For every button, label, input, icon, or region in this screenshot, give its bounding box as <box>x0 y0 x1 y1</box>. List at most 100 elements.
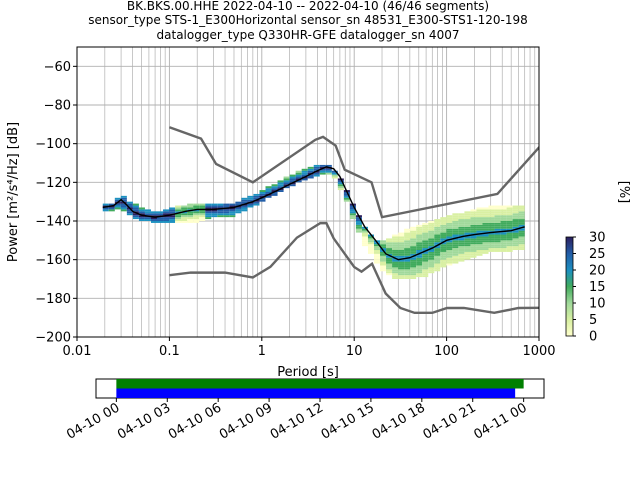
ppsd-cell <box>428 230 435 233</box>
ppsd-cell <box>193 221 200 223</box>
ppsd-cell <box>181 209 188 212</box>
ppsd-cell <box>422 255 429 258</box>
ppsd-cell <box>494 213 501 216</box>
ppsd-cell <box>470 226 477 229</box>
ppsd-cell <box>229 205 236 208</box>
ppsd-cell <box>199 205 206 208</box>
ppsd-cell <box>500 240 507 243</box>
ppsd-cell <box>193 209 200 212</box>
ppsd-cell <box>416 242 423 245</box>
ppsd-cell <box>367 248 374 250</box>
ppsd-cell <box>235 207 242 210</box>
ppsd-cell <box>494 219 501 221</box>
ppsd-cell <box>434 224 441 227</box>
ppsd-cell <box>392 255 399 258</box>
ppsd-cell <box>271 193 278 196</box>
ppsd-cell <box>241 199 248 202</box>
ppsd-cell <box>500 222 507 225</box>
y-axis-label: Power [m²/s⁴/Hz] [dB] <box>6 122 21 262</box>
ppsd-cell <box>301 174 308 177</box>
ppsd-cell <box>169 217 176 220</box>
ppsd-cell <box>428 269 435 272</box>
ppsd-cell <box>494 228 501 231</box>
ppsd-cell <box>512 205 519 208</box>
ppsd-cell <box>518 221 525 223</box>
ppsd-cell <box>410 230 417 233</box>
ppsd-cell <box>150 213 158 216</box>
ppsd-cell <box>434 263 441 266</box>
ppsd-cell <box>422 261 429 264</box>
ppsd-cell <box>500 250 507 252</box>
ppsd-cell <box>470 209 477 212</box>
ppsd-cell <box>211 209 218 212</box>
ppsd-cell <box>452 230 459 233</box>
ppsd-cell <box>398 240 405 243</box>
ppsd-cell <box>464 244 471 247</box>
ppsd-cell <box>398 261 405 264</box>
ppsd-cell <box>404 244 411 247</box>
ppsd-cell <box>440 219 447 221</box>
ppsd-cell <box>319 170 326 173</box>
ppsd-cell <box>392 234 399 237</box>
ppsd-cell <box>488 215 495 218</box>
ppsd-cell <box>464 217 471 220</box>
ppsd-cell <box>132 217 139 220</box>
ppsd-cell <box>488 219 495 221</box>
ppsd-cell <box>428 257 435 260</box>
ppsd-cell <box>440 259 447 262</box>
ppsd-cell <box>199 219 206 221</box>
ppsd-cell <box>205 217 212 220</box>
ppsd-cell <box>295 176 302 179</box>
ppsd-cell <box>476 246 483 249</box>
ppsd-cell <box>506 232 513 235</box>
ppsd-cell <box>253 193 260 196</box>
ppsd-cell <box>422 240 429 243</box>
ppsd-cell <box>482 224 489 227</box>
ppsd-cell <box>434 261 441 264</box>
ppsd-cell <box>349 217 356 220</box>
ppsd-cell <box>494 224 501 227</box>
ppsd-cell <box>343 195 350 198</box>
ppsd-cell <box>150 217 158 220</box>
mode-line <box>102 166 525 261</box>
ppsd-cell <box>488 230 495 233</box>
ppsd-cell <box>488 228 495 231</box>
ppsd-cell <box>386 257 393 260</box>
ppsd-cell <box>518 211 525 214</box>
ppsd-cell <box>446 248 453 250</box>
ppsd-cell <box>404 271 411 274</box>
ppsd-cell <box>476 230 483 233</box>
ppsd-cell <box>476 242 483 245</box>
ppsd-cell <box>331 172 338 175</box>
ppsd-cell <box>476 251 483 254</box>
ppsd-cell <box>464 230 471 233</box>
ppsd-cell <box>199 213 206 216</box>
ppsd-cell <box>470 230 477 233</box>
ppsd-cell <box>506 219 513 221</box>
ppsd-cell <box>512 238 519 241</box>
ppsd-cell <box>458 215 465 218</box>
ppsd-cell <box>175 211 182 214</box>
ppsd-cell <box>440 253 447 256</box>
ppsd-cell <box>518 207 525 210</box>
ppsd-cell <box>175 221 182 223</box>
ppsd-cell <box>404 230 411 233</box>
ppsd-cell <box>470 211 477 214</box>
ppsd-cell <box>422 232 429 235</box>
ppsd-cell <box>482 228 489 231</box>
ppsd-cell <box>404 242 411 245</box>
ppsd-cell <box>398 259 405 262</box>
colorbar-tick-label: 20 <box>589 264 606 279</box>
ppsd-cell <box>247 197 254 200</box>
ppsd-cell <box>132 209 139 212</box>
ppsd-cell <box>500 244 507 247</box>
ppsd-cell <box>404 267 411 270</box>
ppsd-cell <box>187 211 194 214</box>
ppsd-cell <box>500 213 507 216</box>
ppsd-cell <box>120 209 127 212</box>
ppsd-cell <box>446 261 453 264</box>
ppsd-cell <box>518 232 525 235</box>
ppsd-cell <box>205 203 212 206</box>
ppsd-cell <box>434 250 441 252</box>
